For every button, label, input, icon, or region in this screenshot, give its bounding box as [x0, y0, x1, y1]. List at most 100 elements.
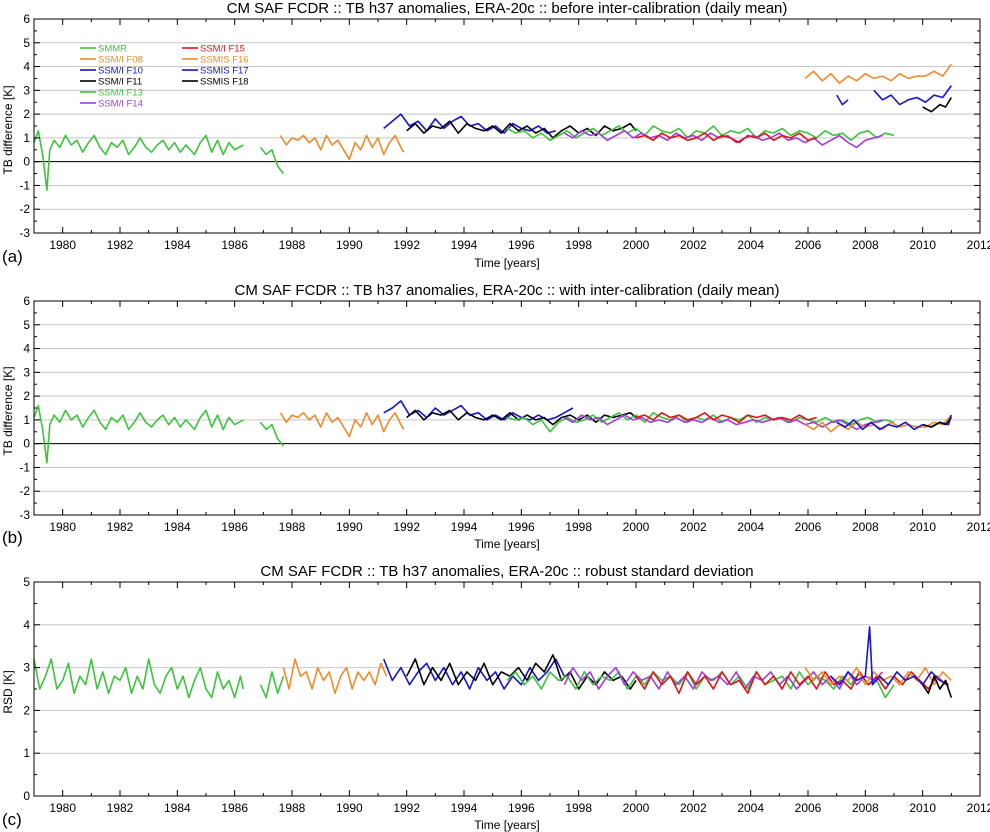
legend-label: SSM/I F15: [200, 44, 245, 55]
series-line-ssm-i-f14: [563, 130, 883, 149]
series-line-smmr: [33, 404, 244, 464]
y-tick-label: 1: [23, 131, 30, 145]
series-line-ssmis-f16: [804, 414, 952, 433]
y-tick-label: 6: [23, 294, 30, 308]
legend-label: SSM/I F08: [98, 55, 143, 66]
x-tick-label: 1994: [451, 520, 478, 534]
panel-c-ylabel: RSD [K]: [1, 670, 15, 713]
panel-a-label: (a): [2, 247, 23, 266]
x-tick-label: 1992: [393, 238, 420, 252]
series-line-smmr: [33, 130, 244, 191]
series-line-ssm-i-f08: [279, 411, 405, 438]
series-line-ssmis-f17: [836, 94, 849, 106]
x-tick-label: 1998: [565, 238, 592, 252]
x-tick-label: 2010: [909, 238, 936, 252]
y-tick-label: 3: [23, 83, 30, 97]
x-tick-label: 1994: [451, 801, 478, 815]
x-tick-label: 1996: [508, 520, 535, 534]
series-line-ssm-i-f15: [635, 132, 817, 144]
y-tick-label: 3: [23, 661, 30, 675]
x-tick-label: 1982: [107, 520, 134, 534]
series-line-ssm-i-f10: [383, 113, 556, 134]
series-line-ssmis-f18: [922, 416, 952, 428]
series-line-ssmis-f18: [922, 675, 953, 698]
panel-a-title: CM SAF FCDR :: TB h37 anomalies, ERA-20c…: [227, 0, 788, 17]
x-tick-label: 2012: [967, 238, 990, 252]
x-tick-label: 1984: [164, 238, 191, 252]
x-tick-label: 2008: [852, 520, 879, 534]
y-tick-label: -2: [19, 202, 30, 216]
panel-b-title: CM SAF FCDR :: TB h37 anomalies, ERA-20c…: [235, 282, 780, 299]
y-tick-label: 4: [23, 342, 30, 356]
y-tick-label: 4: [23, 618, 30, 632]
series-line-ssm-i-f13: [506, 671, 895, 699]
x-tick-label: 1998: [565, 801, 592, 815]
x-tick-label: 2006: [795, 238, 822, 252]
y-tick-label: 0: [23, 437, 30, 451]
y-tick-label: 1: [23, 413, 30, 427]
y-tick-label: 0: [23, 789, 30, 803]
panel-c-title: CM SAF FCDR :: TB h37 anomalies, ERA-20c…: [260, 563, 753, 580]
x-tick-label: 2010: [909, 520, 936, 534]
x-tick-label: 1994: [451, 238, 478, 252]
x-tick-label: 1988: [279, 238, 306, 252]
x-tick-label: 2000: [623, 520, 650, 534]
x-tick-label: 2004: [737, 238, 764, 252]
x-tick-label: 2000: [623, 238, 650, 252]
legend-label: SSMIS F17: [200, 66, 249, 77]
series-line-ssmis-f16: [804, 666, 952, 686]
panel-c: CM SAF FCDR :: TB h37 anomalies, ERA-20c…: [1, 563, 990, 832]
x-tick-label: 2006: [795, 520, 822, 534]
panel-c-label: (c): [2, 810, 22, 829]
x-tick-label: 2010: [909, 801, 936, 815]
x-tick-label: 2004: [737, 801, 764, 815]
y-tick-label: 5: [23, 36, 30, 50]
x-tick-label: 2000: [623, 801, 650, 815]
plot-frame: [33, 581, 981, 797]
legend-label: SSM/I F10: [98, 66, 143, 77]
series-line-ssm-i-f11: [406, 120, 637, 139]
y-tick-label: -1: [19, 178, 30, 192]
x-tick-label: 1988: [279, 801, 306, 815]
series-line-ssm-i-f10: [382, 658, 566, 690]
y-tick-label: 0: [23, 155, 30, 169]
x-tick-label: 2002: [680, 801, 707, 815]
series-line-ssmis-f18: [922, 97, 952, 113]
series-line-smmr: [259, 146, 285, 175]
legend-label: SSM/I F11: [98, 77, 142, 88]
x-tick-label: 1990: [336, 238, 363, 252]
plot-frame: [33, 300, 981, 516]
y-tick-label: 6: [23, 12, 30, 26]
y-tick-label: -3: [19, 508, 30, 522]
x-tick-label: 2008: [852, 238, 879, 252]
y-tick-label: -1: [19, 460, 30, 474]
y-tick-label: 1: [23, 746, 30, 760]
x-tick-label: 1982: [107, 801, 134, 815]
y-tick-label: 3: [23, 365, 30, 379]
panel-a-ylabel: TB difference [K]: [1, 85, 15, 174]
legend-label: SSM/I F13: [98, 88, 143, 99]
y-tick-label: 2: [23, 107, 30, 121]
legend-label: SSMIS F16: [200, 55, 249, 66]
series-line-ssmis-f17: [873, 85, 952, 106]
x-tick-label: 1984: [164, 520, 191, 534]
panel-b-label: (b): [2, 528, 23, 547]
legend-label: SSMIS F18: [200, 77, 249, 88]
x-tick-label: 2012: [967, 801, 990, 815]
series-line-ssm-i-f13: [506, 411, 895, 433]
panel-a: CM SAF FCDR :: TB h37 anomalies, ERA-20c…: [1, 0, 990, 270]
x-tick-label: 1980: [49, 801, 76, 815]
x-tick-label: 1986: [221, 801, 248, 815]
x-tick-label: 1996: [508, 801, 535, 815]
series-line-ssm-i-f14: [563, 414, 883, 431]
y-tick-label: 2: [23, 389, 30, 403]
x-tick-label: 1992: [393, 801, 420, 815]
y-tick-label: 5: [23, 575, 30, 589]
series-line-ssm-i-f15: [635, 411, 817, 424]
x-tick-label: 2002: [680, 238, 707, 252]
panel-c-xlabel: Time [years]: [474, 818, 540, 832]
panel-b-xlabel: Time [years]: [474, 537, 540, 551]
x-tick-label: 1986: [221, 238, 248, 252]
series-line-ssm-i-f10: [383, 400, 574, 421]
